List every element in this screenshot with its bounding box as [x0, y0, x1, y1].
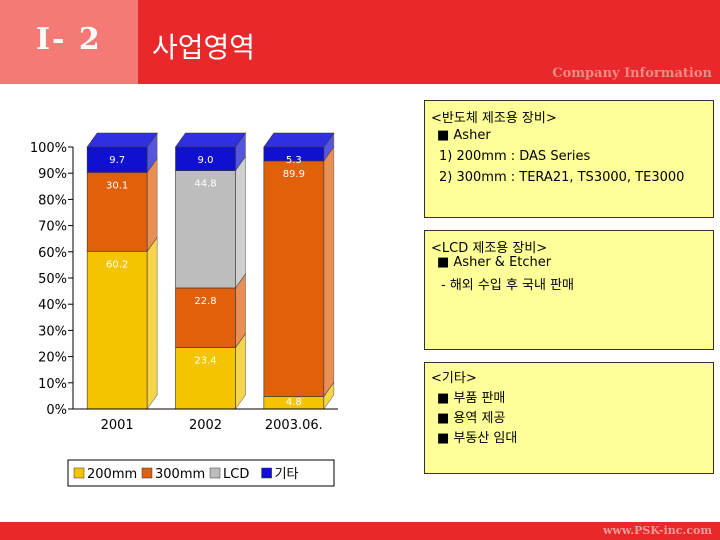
legend-label: 300mm: [155, 467, 205, 482]
other-heading: <기타>: [431, 371, 477, 386]
y-tick-label: 20%: [38, 351, 67, 366]
bar-segment: [175, 170, 236, 289]
data-label: 4.8: [286, 397, 302, 408]
y-tick-label: 10%: [38, 377, 67, 392]
x-category-label: 2001: [101, 418, 134, 433]
bar-segment-side: [146, 236, 158, 410]
y-tick-label: 30%: [38, 324, 67, 339]
bar-segment-side: [146, 157, 158, 253]
data-label: 5.3: [286, 155, 302, 166]
x-category-label: 2002: [189, 418, 222, 433]
other-info-box: <기타> ■ 부품 판매 ■ 용역 제공 ■ 부동산 임대: [424, 362, 714, 474]
x-category-label: 2003.06.: [265, 418, 323, 433]
lcd-item-asher-etcher: ■ Asher & Etcher: [437, 255, 552, 270]
lcd-heading: <LCD 제조용 장비>: [431, 241, 548, 256]
lcd-info-box: <LCD 제조용 장비> ■ Asher & Etcher - 해외 수입 후 …: [424, 230, 714, 350]
y-tick-label: 60%: [38, 246, 67, 261]
data-label: 9.0: [198, 155, 214, 166]
y-tick-label: 90%: [38, 167, 67, 182]
bar-segment-side: [323, 145, 335, 398]
footer-url: www.PSK-inc.com: [602, 524, 712, 537]
legend-swatch: [261, 467, 272, 479]
y-tick-label: 40%: [38, 298, 67, 313]
legend-label: LCD: [223, 467, 249, 482]
other-item-service: ■ 용역 제공: [437, 411, 506, 426]
other-item-parts: ■ 부품 판매: [437, 391, 506, 406]
semiconductor-item-asher: ■ Asher: [437, 128, 491, 143]
data-label: 30.1: [106, 180, 128, 191]
bar-top-face: [86, 132, 158, 148]
semiconductor-item-300mm: 2) 300mm : TERA21, TS3000, TE3000: [439, 170, 685, 185]
semiconductor-heading: <반도체 제조용 장비>: [431, 111, 557, 126]
section-badge: Ⅰ- 2: [0, 0, 138, 84]
footer-bar: www.PSK-inc.com: [0, 522, 720, 540]
other-item-realestate: ■ 부동산 임대: [437, 431, 518, 446]
legend-label: 기타: [275, 467, 299, 482]
bar-segment: [263, 160, 325, 397]
stacked-bar-chart: 60.2 30.1 9.7 23.4 22.8 44.8 9.0 4.8 89.9 5.3 0% 1…: [28, 100, 358, 500]
legend-swatch: [73, 467, 85, 479]
header-bar: Ⅰ- 2 사업영역 Company Information: [0, 0, 720, 84]
bar-segment-side: [235, 155, 246, 289]
lcd-item-import: - 해외 수입 후 국내 판매: [441, 278, 574, 293]
legend-label: 200mm: [87, 467, 137, 482]
semiconductor-info-box: <반도체 제조용 장비> ■ Asher 1) 200mm : DAS Seri…: [424, 100, 714, 218]
semiconductor-item-200mm: 1) 200mm : DAS Series: [439, 149, 591, 164]
legend-swatch: [209, 467, 221, 479]
data-label: 22.8: [194, 296, 216, 307]
bar-segment: [86, 172, 148, 252]
bar-top-face: [174, 132, 247, 148]
data-label: 60.2: [106, 259, 128, 270]
y-tick-label: 0%: [46, 403, 67, 418]
data-label: 89.9: [283, 169, 305, 180]
section-number: Ⅰ- 2: [36, 22, 102, 57]
y-tick-label: 50%: [38, 272, 67, 287]
data-label: 9.7: [109, 155, 125, 166]
bar-top-face: [263, 132, 335, 148]
y-tick-label: 70%: [38, 220, 67, 235]
legend-box: [67, 459, 335, 487]
y-tick-label: 100%: [30, 141, 67, 156]
y-tick-label: 80%: [38, 193, 67, 208]
data-label: 44.8: [194, 179, 216, 190]
data-label: 23.4: [194, 356, 216, 367]
legend-swatch: [141, 467, 153, 479]
page-title: 사업영역: [152, 31, 256, 64]
page-subtitle: Company Information: [552, 66, 712, 81]
bar-segment: [86, 250, 148, 410]
